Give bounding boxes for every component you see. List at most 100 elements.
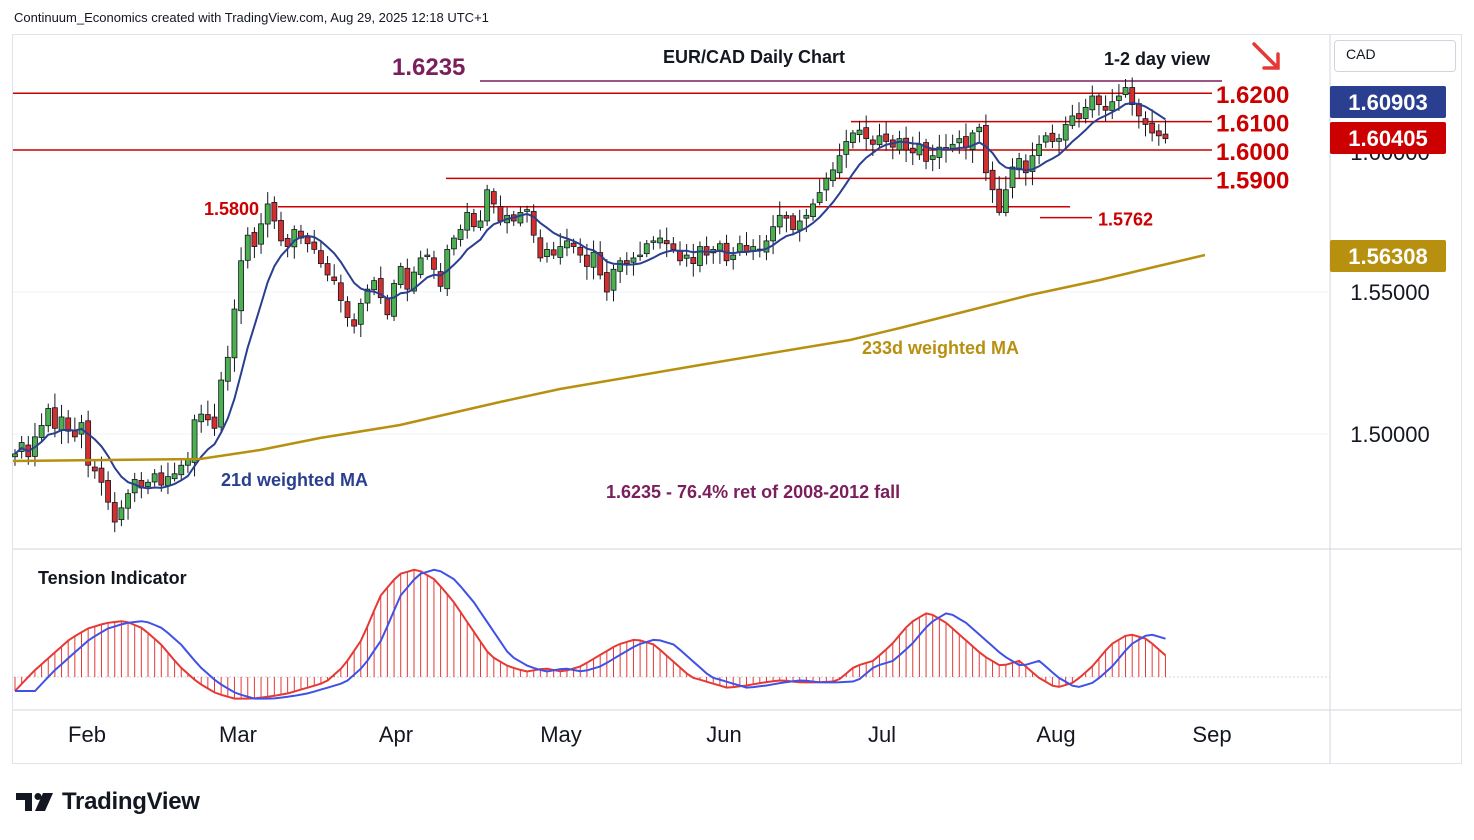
currency-selector[interactable] — [1334, 40, 1456, 72]
candle-body — [1122, 87, 1129, 96]
candle-body — [969, 132, 976, 150]
candle-body — [1109, 101, 1116, 111]
candle-body — [976, 126, 983, 133]
candle-body — [963, 136, 969, 148]
level-label-1.6000: 1.6000 — [1216, 139, 1289, 166]
candle-body — [211, 416, 218, 429]
candle-body — [650, 240, 657, 243]
candle-body — [637, 254, 643, 257]
candle-body — [570, 242, 577, 247]
candle-body — [876, 135, 883, 146]
candle-body — [71, 430, 78, 438]
candle-body — [411, 271, 417, 292]
candle-body — [45, 408, 52, 427]
tension-indicator-label: Tension Indicator — [38, 568, 187, 588]
candle-body — [816, 192, 823, 203]
candle-body — [1016, 158, 1023, 171]
candle-body — [264, 203, 271, 225]
candle-body — [497, 206, 504, 222]
candle-body — [151, 473, 158, 483]
time-axis-label-may: May — [540, 722, 582, 747]
candle-body — [1149, 122, 1156, 134]
candle-body — [191, 419, 198, 463]
candle-body — [1076, 113, 1082, 120]
candle-body — [105, 480, 111, 503]
candle-body — [584, 254, 590, 267]
candle-body — [617, 260, 624, 272]
candle-body — [364, 288, 371, 304]
tension-red-line — [14, 568, 1167, 700]
candle-body — [1162, 133, 1169, 140]
candle-body — [577, 246, 584, 256]
candle-body — [836, 155, 843, 174]
candle-body — [171, 473, 178, 480]
tradingview-logo[interactable]: TradingView — [16, 788, 200, 816]
ma233-label: 233d weighted MA — [862, 338, 1019, 358]
time-axis-label-jun: Jun — [706, 722, 741, 747]
time-axis-label-feb: Feb — [68, 722, 106, 747]
candle-body — [470, 213, 477, 228]
price-axis-tick: 1.50000 — [1350, 422, 1430, 447]
ma21-label: 21d weighted MA — [221, 470, 368, 490]
candle-body — [677, 250, 683, 262]
candle-body — [98, 467, 105, 483]
chart-attribution: Continuum_Economics created with Trading… — [14, 10, 489, 25]
candle-body — [1009, 166, 1016, 188]
candle-body — [484, 189, 491, 222]
candle-body — [284, 238, 291, 247]
candle-body — [1029, 155, 1036, 172]
candle-body — [670, 243, 677, 250]
candle-body — [218, 379, 225, 428]
candle-body — [683, 254, 690, 259]
candle-body — [863, 127, 870, 140]
candle-body — [557, 246, 564, 258]
candle-body — [929, 155, 936, 160]
ma233-line — [12, 253, 1206, 463]
candle-body — [291, 229, 298, 248]
candle-body — [630, 257, 637, 263]
candle-body — [869, 139, 876, 145]
candle-body — [717, 243, 723, 251]
time-axis-label-jul: Jul — [868, 722, 896, 747]
candle-body — [324, 263, 331, 276]
currency-label: CAD — [1346, 46, 1376, 62]
candle-body — [590, 251, 597, 268]
candle-body — [690, 257, 697, 265]
candle-body — [856, 129, 863, 136]
candle-body — [404, 267, 411, 290]
arrow-down-right-icon — [1252, 42, 1280, 70]
level-label-1.6200: 1.6200 — [1216, 82, 1289, 109]
candle-body — [351, 319, 358, 327]
time-axis-label-aug: Aug — [1036, 722, 1075, 747]
candle-body — [118, 507, 125, 521]
candle-body — [909, 147, 916, 154]
candle-body — [178, 464, 185, 476]
candle-body — [204, 414, 211, 421]
candle-body — [244, 234, 251, 261]
candle-body — [776, 214, 783, 228]
price-badge-1.60903 — [1330, 86, 1446, 118]
time-axis-label-apr: Apr — [379, 722, 413, 747]
candle-body — [331, 276, 338, 282]
candle-body — [517, 212, 524, 224]
candle-body — [544, 248, 550, 257]
candle-body — [697, 246, 703, 266]
candle-body — [796, 220, 803, 231]
candle-body — [1096, 95, 1102, 105]
candle-body — [850, 132, 856, 143]
candle-body — [12, 453, 18, 458]
candle-body — [251, 232, 258, 247]
candle-body — [344, 301, 351, 318]
candle-body — [936, 146, 943, 158]
candle-body — [477, 220, 484, 228]
time-axis-label-mar: Mar — [219, 722, 257, 747]
candle-body — [923, 142, 929, 162]
candle-body — [184, 459, 191, 466]
fib-note: 1.6235 - 76.4% ret of 2008-2012 fall — [606, 482, 900, 502]
candle-body — [238, 260, 245, 312]
candle-body — [85, 420, 92, 466]
candle-body — [357, 302, 364, 325]
candle-body — [603, 272, 610, 293]
candle-body — [530, 211, 537, 236]
